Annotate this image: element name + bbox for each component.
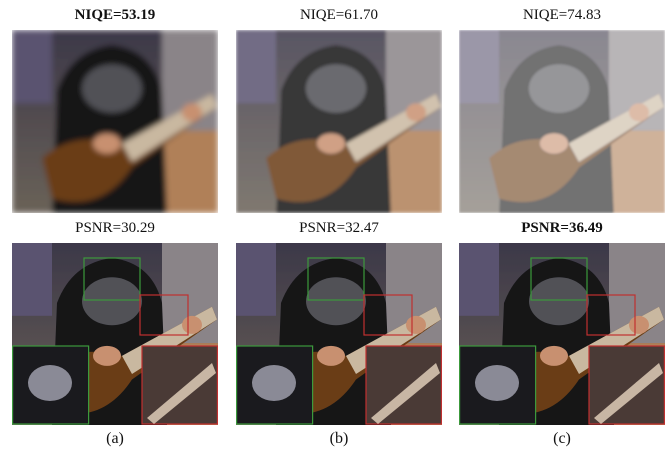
caption: (c) (459, 430, 665, 448)
photo (459, 243, 665, 425)
photo (236, 30, 442, 213)
psnr-label: PSNR=32.47 (236, 219, 442, 237)
caption: (a) (12, 430, 218, 448)
photo (236, 243, 442, 425)
niqe-label: NIQE=53.19 (12, 6, 218, 24)
figure: NIQE=53.19 PSNR=30.29 (0, 0, 666, 451)
niqe-label: NIQE=74.83 (459, 6, 665, 24)
caption: (b) (236, 430, 442, 448)
photo (459, 30, 665, 213)
psnr-label: PSNR=30.29 (12, 219, 218, 237)
photo (12, 243, 218, 425)
niqe-label: NIQE=61.70 (236, 6, 442, 24)
photo (12, 30, 218, 213)
psnr-label: PSNR=36.49 (459, 219, 665, 237)
